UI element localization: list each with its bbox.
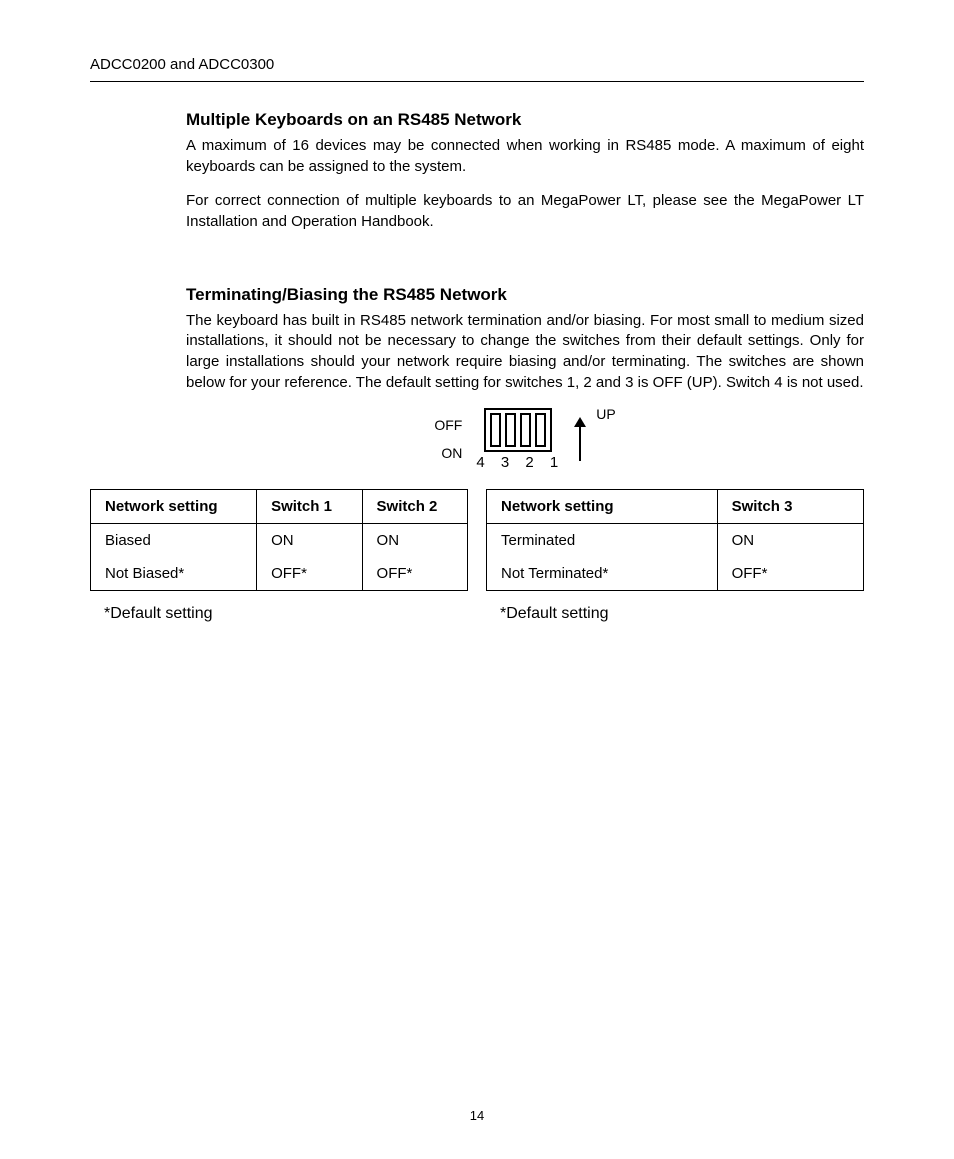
page-number: 14 bbox=[0, 1108, 954, 1123]
th-network-setting: Network setting bbox=[91, 489, 257, 523]
biasing-table: Network setting Switch 1 Switch 2 Biased… bbox=[90, 489, 468, 591]
th-switch2: Switch 2 bbox=[362, 489, 467, 523]
dip-off-label: OFF bbox=[434, 418, 462, 432]
td-terminated: Terminated bbox=[487, 523, 718, 557]
dip-up-label: UP bbox=[596, 406, 615, 422]
dip-switch-3 bbox=[505, 413, 516, 447]
th-switch1: Switch 1 bbox=[257, 489, 362, 523]
td-notbiased: Not Biased* bbox=[91, 557, 257, 591]
td-notbiased-sw1: OFF* bbox=[257, 557, 362, 591]
th-switch3: Switch 3 bbox=[717, 489, 863, 523]
td-biased: Biased bbox=[91, 523, 257, 557]
td-notterminated-sw3: OFF* bbox=[717, 557, 863, 591]
default-note-left: *Default setting bbox=[104, 605, 468, 623]
section2-para1: The keyboard has built in RS485 network … bbox=[186, 311, 864, 394]
section1-para1: A maximum of 16 devices may be connected… bbox=[186, 136, 864, 177]
dip-up-arrow bbox=[574, 417, 586, 461]
dip-switch-numbers: 4 3 2 1 bbox=[472, 454, 564, 471]
page: ADCC0200 and ADCC0300 Multiple Keyboards… bbox=[0, 0, 954, 1159]
default-note-right: *Default setting bbox=[500, 605, 864, 623]
td-biased-sw2: ON bbox=[362, 523, 467, 557]
dip-switch-4 bbox=[490, 413, 501, 447]
page-header: ADCC0200 and ADCC0300 bbox=[90, 56, 864, 82]
dip-switch-2 bbox=[520, 413, 531, 447]
main-content: Multiple Keyboards on an RS485 Network A… bbox=[186, 110, 864, 623]
dip-switch-diagram: OFF ON 4 3 2 1 bbox=[186, 408, 864, 471]
th-network-setting-r: Network setting bbox=[487, 489, 718, 523]
dip-on-label: ON bbox=[434, 446, 462, 460]
td-notbiased-sw2: OFF* bbox=[362, 557, 467, 591]
td-biased-sw1: ON bbox=[257, 523, 362, 557]
dip-switch-box bbox=[484, 408, 552, 452]
td-notterminated: Not Terminated* bbox=[487, 557, 718, 591]
section1-title: Multiple Keyboards on an RS485 Network bbox=[186, 110, 864, 130]
termination-table: Network setting Switch 3 Terminated ON N… bbox=[486, 489, 864, 591]
td-terminated-sw3: ON bbox=[717, 523, 863, 557]
section2-title: Terminating/Biasing the RS485 Network bbox=[186, 285, 864, 305]
section1-para2: For correct connection of multiple keybo… bbox=[186, 191, 864, 232]
dip-switch-1 bbox=[535, 413, 546, 447]
